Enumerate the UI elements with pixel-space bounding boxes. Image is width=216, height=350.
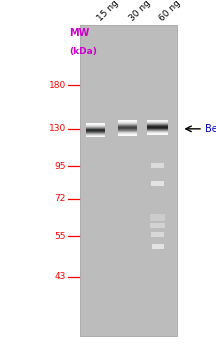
Bar [118, 129, 137, 130]
Bar [151, 163, 165, 168]
Bar [86, 129, 105, 130]
Bar [86, 125, 105, 126]
Bar [147, 125, 168, 126]
Text: MW: MW [69, 28, 89, 38]
Bar [86, 132, 105, 133]
Bar [147, 122, 168, 123]
Bar [118, 120, 137, 121]
Bar [118, 135, 137, 136]
Bar [86, 133, 105, 134]
Bar [147, 134, 168, 135]
Bar [118, 132, 137, 133]
Bar [86, 133, 105, 134]
Bar [147, 132, 168, 133]
Bar [147, 123, 168, 124]
Bar [151, 181, 164, 186]
Bar [118, 134, 137, 135]
Bar [86, 135, 105, 136]
Bar [147, 120, 168, 121]
Bar [86, 130, 105, 131]
Bar [118, 125, 137, 126]
Bar [118, 123, 137, 124]
Bar [86, 126, 105, 127]
Text: 15 ng: 15 ng [95, 0, 120, 23]
Bar [150, 223, 165, 228]
Bar [118, 130, 137, 131]
Text: 130: 130 [49, 124, 66, 133]
Bar [147, 129, 168, 130]
Bar [147, 130, 168, 131]
Bar [118, 126, 137, 127]
Text: 55: 55 [54, 232, 66, 241]
Bar [118, 129, 137, 130]
Bar [118, 130, 137, 131]
Bar [86, 123, 105, 124]
Bar [118, 134, 137, 135]
Bar [86, 137, 105, 138]
Bar [86, 134, 105, 135]
Bar [86, 127, 105, 128]
Bar [118, 131, 137, 132]
Bar [86, 128, 105, 129]
Bar [147, 122, 168, 123]
Text: 180: 180 [49, 81, 66, 90]
Bar [118, 121, 137, 122]
Bar [118, 122, 137, 123]
Bar [147, 127, 168, 128]
Bar [118, 124, 137, 125]
Bar [147, 128, 168, 129]
Bar [147, 124, 168, 125]
Bar [86, 130, 105, 131]
Text: 60 ng: 60 ng [158, 0, 182, 23]
Bar [118, 121, 137, 122]
Text: Beta-gal: Beta-gal [205, 124, 216, 134]
Bar [80, 25, 177, 336]
Bar [118, 120, 137, 121]
Bar [86, 136, 105, 137]
Bar [86, 127, 105, 128]
Bar [150, 214, 165, 221]
Bar [118, 122, 137, 123]
Bar [86, 134, 105, 135]
Bar [86, 126, 105, 127]
Text: 43: 43 [54, 272, 66, 281]
Bar [118, 131, 137, 132]
Bar [118, 127, 137, 128]
Bar [118, 133, 137, 134]
Bar [147, 126, 168, 127]
Text: (kDa): (kDa) [69, 47, 97, 56]
Text: 30 ng: 30 ng [127, 0, 152, 23]
Bar [118, 132, 137, 133]
Bar [118, 128, 137, 129]
Bar [86, 124, 105, 125]
Bar [147, 121, 168, 122]
Bar [86, 129, 105, 130]
Bar [147, 131, 168, 132]
Text: 72: 72 [54, 195, 66, 203]
Text: 95: 95 [54, 162, 66, 171]
Bar [86, 131, 105, 132]
Bar [147, 133, 168, 134]
Bar [151, 232, 164, 237]
Bar [118, 133, 137, 134]
Bar [152, 244, 164, 248]
Bar [147, 128, 168, 129]
